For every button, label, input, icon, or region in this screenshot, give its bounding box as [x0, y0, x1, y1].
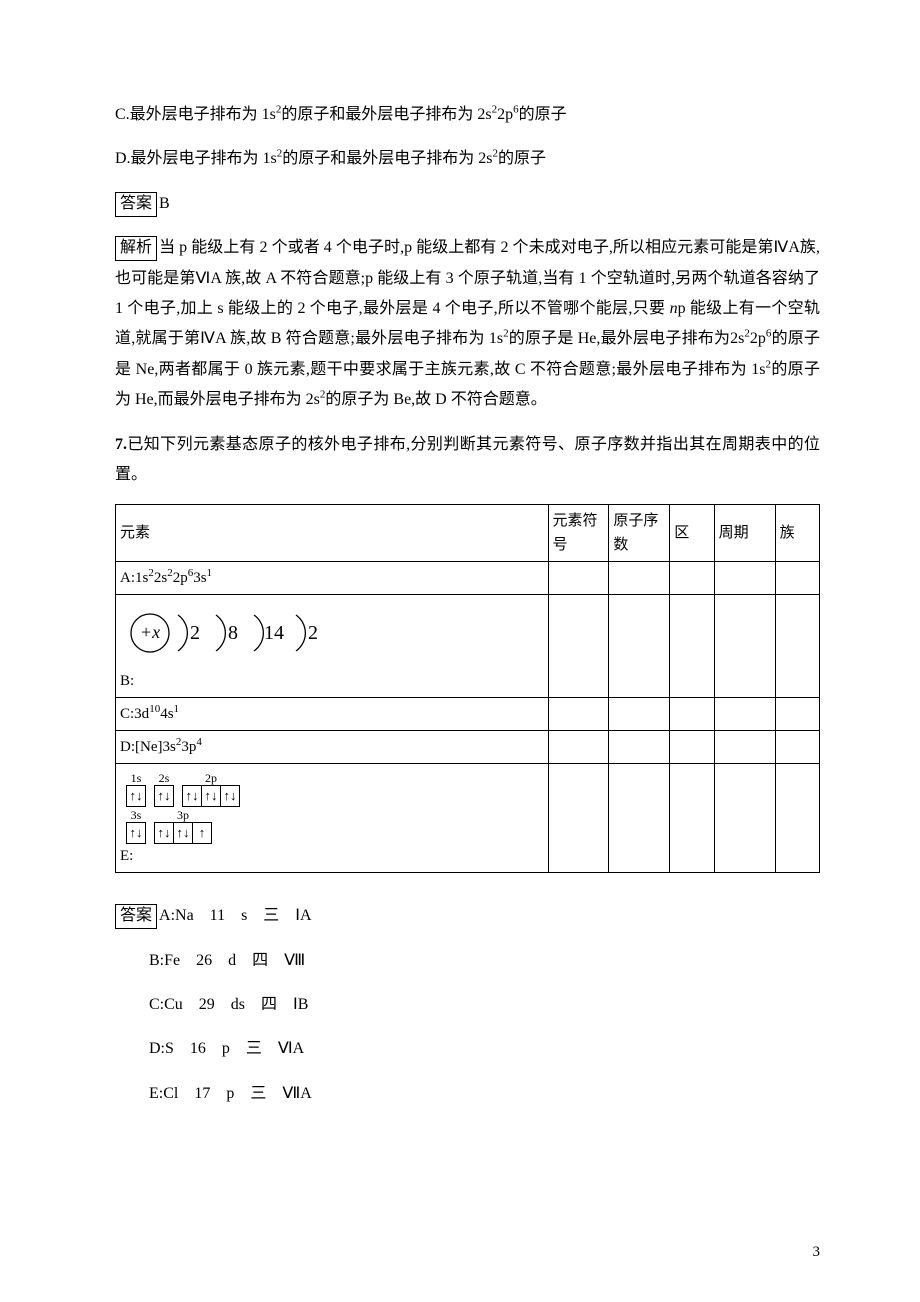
svg-text:2: 2 — [190, 622, 200, 644]
q7-answer-c: C:Cu 29 ds 四 ⅠB — [115, 990, 820, 1020]
table-row: C:3d104s1 — [116, 698, 820, 731]
header-symbol: 元素符号 — [548, 505, 609, 562]
row-b-element: +x 2 8 14 2 B: — [116, 595, 549, 698]
svg-text:14: 14 — [264, 622, 284, 644]
header-period: 周期 — [714, 505, 775, 562]
answer-label: 答案 — [115, 192, 157, 217]
row-d-element: D:[Ne]3s23p4 — [116, 731, 549, 764]
header-element: 元素 — [116, 505, 549, 562]
answer-line: 答案B — [115, 189, 820, 219]
shell-diagram: +x 2 8 14 2 — [128, 605, 328, 669]
header-number: 原子序数 — [609, 505, 670, 562]
answer-value: B — [159, 195, 170, 212]
question-7: 7.已知下列元素基态原子的核外电子排布,分别判断其元素符号、原子序数并指出其在周… — [115, 430, 820, 491]
table-row: D:[Ne]3s23p4 — [116, 731, 820, 764]
q7-answer-a: 答案A:Na 11 s 三 ⅠA — [115, 901, 820, 931]
analysis-label: 解析 — [115, 236, 157, 261]
page-number: 3 — [813, 1238, 821, 1267]
header-block: 区 — [670, 505, 714, 562]
orbital-diagram: 1s ↑↓ 2s ↑↓ 2p ↑↓ ↑↓ ↑↓ — [126, 772, 544, 844]
svg-text:2: 2 — [308, 622, 318, 644]
q7-answer-e: E:Cl 17 p 三 ⅦA — [115, 1079, 820, 1109]
table-row: A:1s22s22p63s1 — [116, 562, 820, 595]
answer-label: 答案 — [115, 904, 157, 929]
table-header-row: 元素 元素符号 原子序数 区 周期 族 — [116, 505, 820, 562]
element-table: 元素 元素符号 原子序数 区 周期 族 A:1s22s22p63s1 +x 2 — [115, 504, 820, 873]
q7-answer-b: B:Fe 26 d 四 Ⅷ — [115, 946, 820, 976]
option-c: C.最外层电子排布为 1s2的原子和最外层电子排布为 2s22p6的原子 — [115, 100, 820, 130]
header-group: 族 — [775, 505, 819, 562]
row-a-element: A:1s22s22p63s1 — [116, 562, 549, 595]
svg-text:+x: +x — [140, 622, 160, 642]
row-e-element: 1s ↑↓ 2s ↑↓ 2p ↑↓ ↑↓ ↑↓ — [116, 764, 549, 873]
option-d: D.最外层电子排布为 1s2的原子和最外层电子排布为 2s2的原子 — [115, 144, 820, 174]
table-row: +x 2 8 14 2 B: — [116, 595, 820, 698]
q7-answer-d: D:S 16 p 三 ⅥA — [115, 1034, 820, 1064]
table-row: 1s ↑↓ 2s ↑↓ 2p ↑↓ ↑↓ ↑↓ — [116, 764, 820, 873]
svg-text:8: 8 — [228, 622, 238, 644]
row-c-element: C:3d104s1 — [116, 698, 549, 731]
analysis-block: 解析当 p 能级上有 2 个或者 4 个电子时,p 能级上都有 2 个未成对电子… — [115, 233, 820, 415]
